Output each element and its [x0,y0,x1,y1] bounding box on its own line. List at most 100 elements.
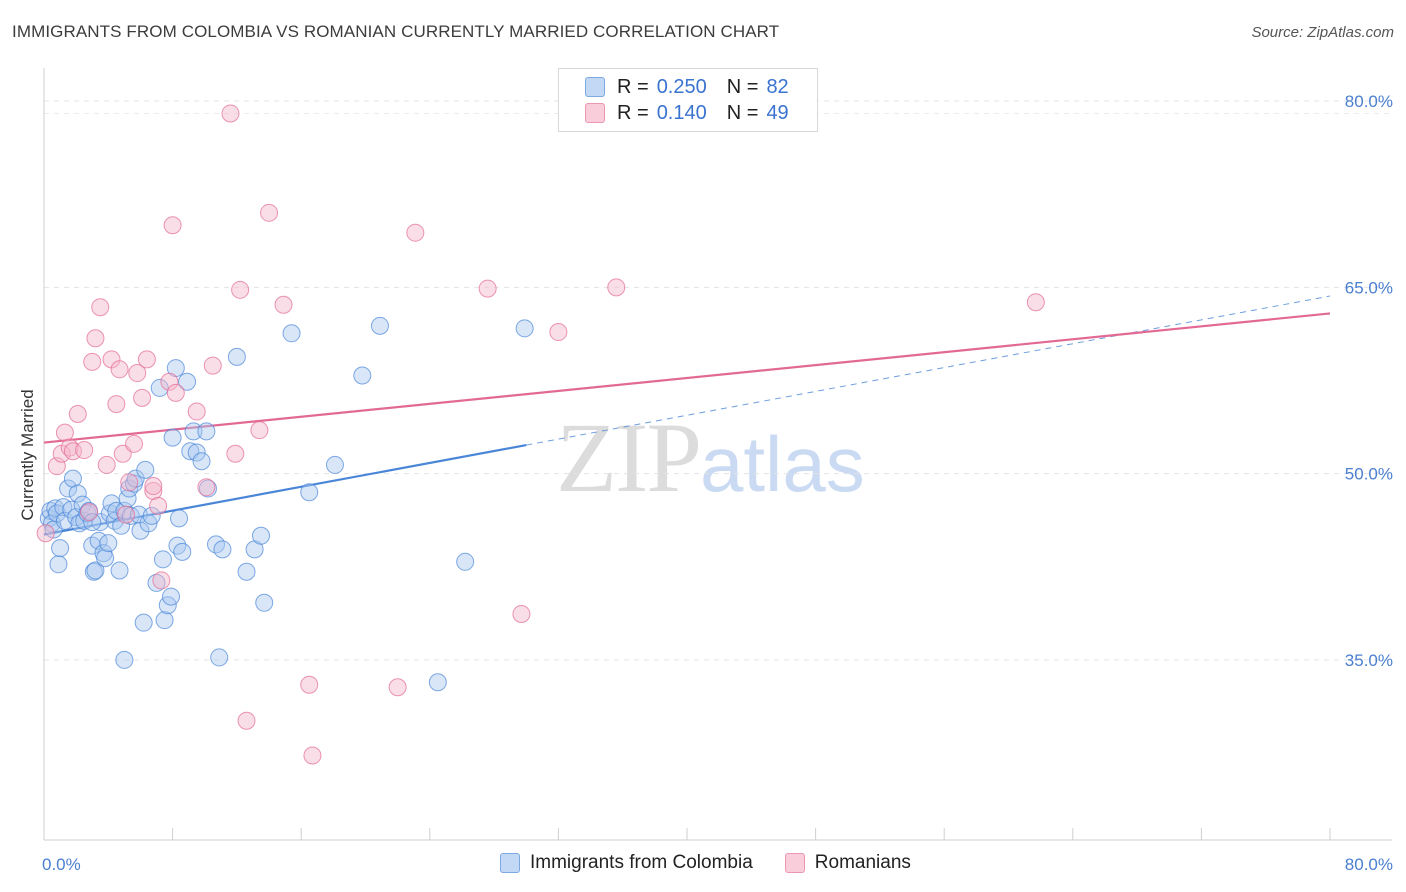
point-romanians [68,405,87,424]
point-romanians [221,104,240,123]
point-colombia [255,593,274,612]
point-colombia [96,549,115,568]
point-romanians [75,441,94,460]
point-romanians [125,434,144,453]
point-romanians [36,524,55,543]
legend-swatch-romanians [585,103,605,123]
point-romanians [607,278,626,297]
series-legend-romanians: Romanians [784,852,911,874]
point-colombia [197,422,216,441]
series-legend-colombia: Immigrants from Colombia [500,852,753,874]
point-colombia [134,613,153,632]
point-romanians [144,477,163,496]
point-colombia [213,540,232,559]
point-colombia [99,534,118,553]
point-colombia [51,539,70,558]
point-colombia [83,513,102,532]
x-tick-label: 80.0% [1345,855,1393,874]
correlation-legend: R = 0.250 N = 82 R = 0.140 N = 49 [558,68,818,132]
point-colombia [456,552,475,571]
point-romanians [549,323,568,342]
point-romanians [80,503,99,522]
point-colombia [282,324,301,343]
point-colombia [155,611,174,630]
legend-n-label: N = [726,101,759,124]
trend-line-romanians [43,312,1331,444]
point-colombia [147,573,166,592]
legend-swatch-colombia [585,77,605,97]
point-colombia [120,479,139,498]
point-colombia [86,561,105,580]
point-romanians [406,223,425,242]
point-romanians [203,356,222,375]
point-romanians [237,711,256,730]
watermark-zip: ZIP [556,402,702,513]
point-colombia [112,516,131,535]
point-romanians [231,280,250,299]
point-colombia [63,469,82,488]
y-tick-label: 65.0% [1345,278,1393,297]
data-points [36,104,1045,765]
point-colombia [163,428,182,447]
point-colombia [187,443,206,462]
point-romanians [97,455,116,474]
point-romanians [260,203,279,222]
trend-lines [43,295,1331,536]
point-colombia [161,587,180,606]
point-colombia [181,442,200,461]
y-tick-label: 50.0% [1345,465,1393,484]
point-romanians [388,678,407,697]
series-swatch-romanians [784,853,805,873]
legend-r-label: R = [617,75,649,98]
point-colombia [173,542,192,561]
legend-r-value: 0.140 [656,101,707,124]
point-romanians [478,279,497,298]
point-romanians [187,402,206,421]
y-tick-label: 80.0% [1345,92,1393,111]
point-colombia [237,562,256,581]
point-romanians [86,329,105,348]
point-romanians [55,423,74,442]
tick-labels: 35.0% 50.0% 65.0% 80.0% 0.0% 80.0% [42,92,1393,874]
point-colombia [192,452,211,471]
point-colombia [136,460,155,479]
point-colombia [300,483,319,502]
point-romanians [197,478,216,497]
series-label-romanians: Romanians [814,852,911,873]
point-romanians [91,298,110,317]
series-legend: Immigrants from Colombia Romanians [500,852,943,874]
point-colombia [55,511,74,530]
point-romanians [1026,293,1045,312]
point-romanians [133,388,152,407]
point-colombia [153,550,172,569]
point-colombia [150,378,169,397]
trend-extension-colombia [526,295,1331,446]
point-romanians [303,746,322,765]
point-romanians [149,496,168,515]
x-tick-label: 0.0% [42,855,81,874]
point-colombia [168,536,187,555]
point-romanians [512,604,531,623]
point-colombia [115,650,134,669]
axes [43,68,1392,841]
point-romanians [110,360,129,379]
point-colombia [68,484,87,503]
point-romanians [107,395,126,414]
legend-n-label: N = [726,75,759,98]
point-colombia [142,506,161,525]
legend-n-value: 49 [766,101,789,124]
series-label-colombia: Immigrants from Colombia [530,852,753,873]
legend-n-value: 82 [766,75,789,98]
point-romanians [137,350,156,369]
point-colombia [184,422,203,441]
source-label: Source: ZipAtlas.com [1251,24,1394,41]
point-colombia [110,561,129,580]
y-tick-label: 35.0% [1345,651,1393,670]
point-romanians [226,444,245,463]
point-colombia [325,455,344,474]
point-colombia [49,555,68,574]
point-colombia [59,479,78,498]
watermark: ZIPatlas [556,400,865,515]
point-romanians [166,383,185,402]
point-colombia [252,526,271,545]
